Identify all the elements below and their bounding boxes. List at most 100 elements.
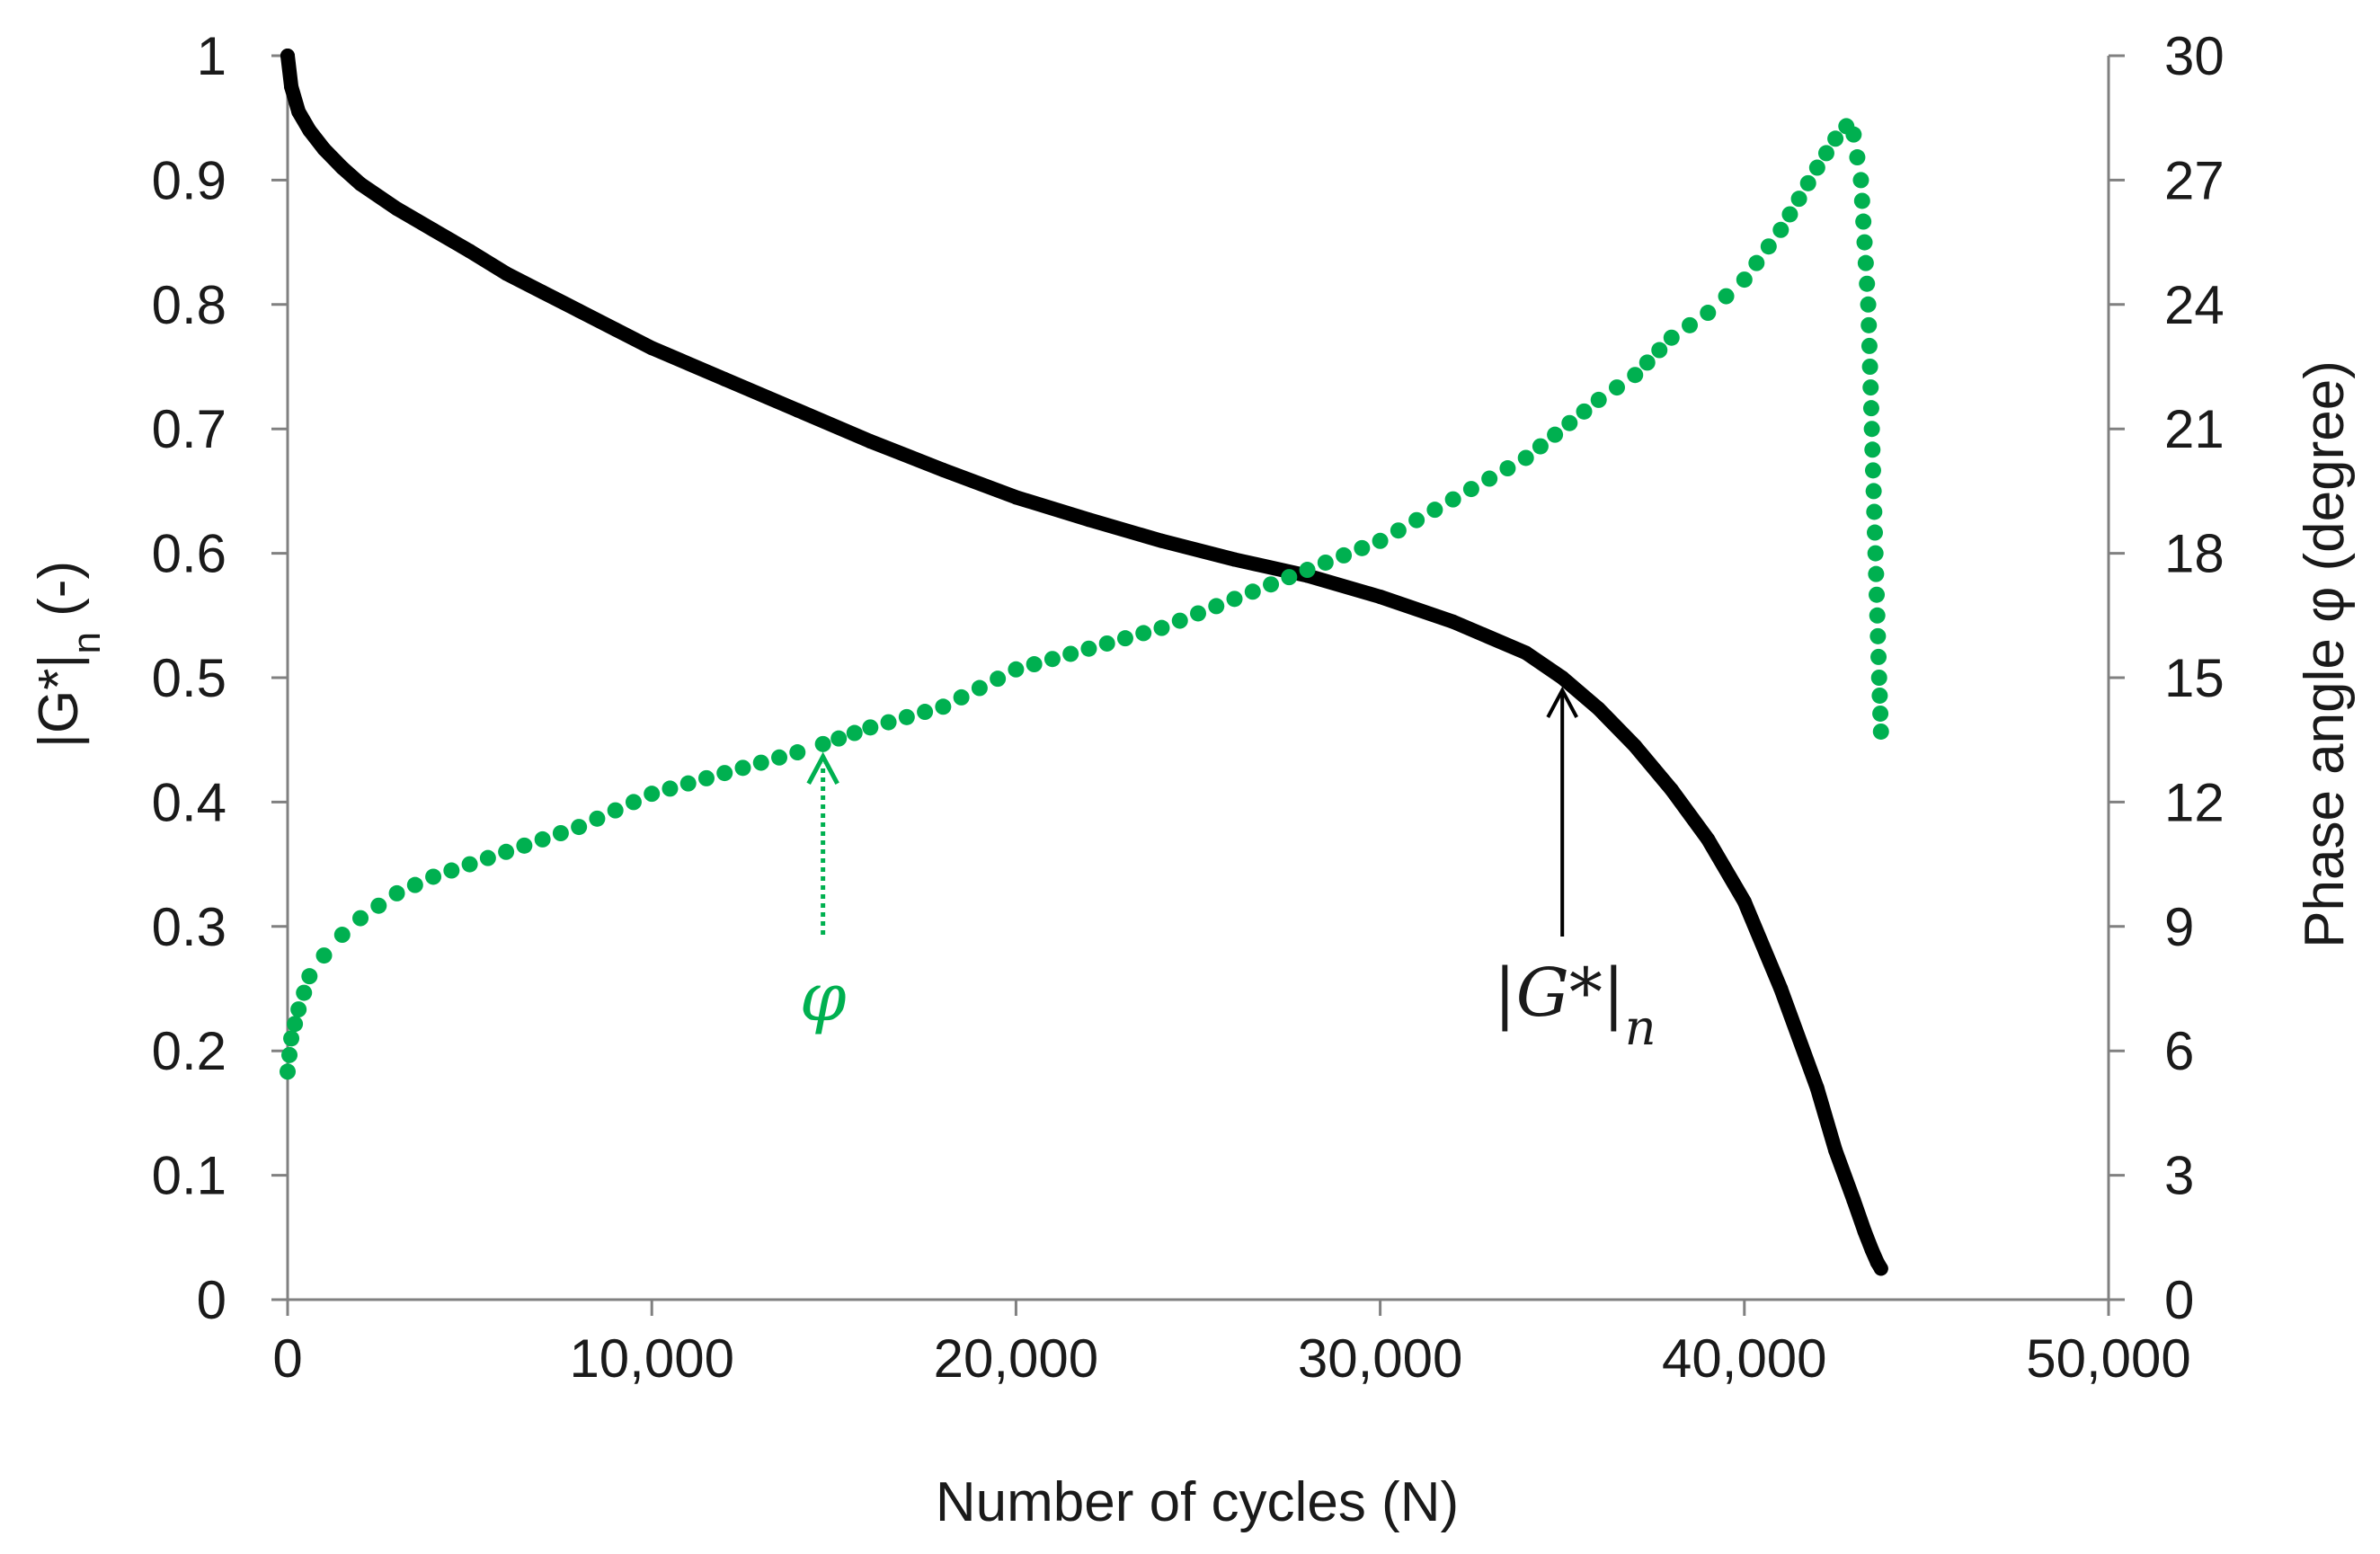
phase-angle-point [1226,591,1243,608]
annotation-layer: φ |G*|n [800,686,1656,1056]
phase-angle-point [1870,670,1887,686]
phase-angle-point [1867,545,1884,562]
x-tick-label: 20,000 [934,1328,1099,1389]
phase-angle-point [1857,254,1874,271]
phase-angle-point [662,780,679,797]
phase-angle-point [1080,640,1097,657]
phase-angle-point [1281,569,1298,586]
norm-modulus-point [1445,614,1461,629]
phase-angle-point [716,765,733,782]
phase-angle-point [498,843,515,860]
phase-angle-point [1861,359,1878,375]
phase-angle-point [830,730,848,747]
norm-modulus-point [1591,701,1606,716]
y-right-tick-label: 30 [2164,26,2225,86]
y-right-tick-label: 6 [2164,1021,2194,1081]
phase-angle-point [1827,130,1844,147]
phase-angle-point [1866,524,1883,541]
phase-angle-point [1561,414,1578,431]
phase-angle-point [1860,337,1878,354]
phase-angle-point [1244,583,1261,600]
norm-modulus-point [316,141,332,156]
phase-angle-point [1859,275,1876,292]
y-left-tick-label: 1 [197,26,226,86]
y-left-tick-label: 0.8 [152,275,226,335]
phase-angle-point [1153,619,1170,636]
norm-modulus-point [1828,1142,1843,1158]
phase-angle-point [1354,539,1371,556]
phase-angle-point [1808,159,1825,176]
modulus-annotation-main: |G*| [1494,955,1625,1032]
y-right-tick-label: 15 [2164,648,2225,708]
y-left-tick-label: 0.7 [152,399,226,459]
series-layer [280,49,1889,1276]
phase-angle-point [1869,627,1887,644]
norm-modulus-point [353,176,369,191]
phase-angle-point [370,897,387,914]
phase-angle-point [1663,329,1680,346]
phase-angle-point [1852,172,1869,189]
phase-angle-point [1043,651,1061,668]
phase-angle-point [971,679,988,697]
series-norm-modulus [280,49,1888,1276]
x-tick-label: 10,000 [569,1328,734,1389]
phase-angle-point [1135,625,1152,642]
norm-modulus-point [426,222,441,237]
phase-angle-point [1860,316,1878,333]
phase-angle-point [1590,391,1607,408]
norm-modulus-point [790,403,805,418]
phase-angle-point [917,704,934,721]
phase-angle-point [388,884,405,901]
phase-angle-point [443,862,460,879]
phase-angle-point [461,856,478,873]
phase-angle-point [1856,234,1873,251]
norm-modulus-point [1864,1242,1879,1257]
norm-modulus-point [1154,533,1169,548]
phase-angle-point [1718,288,1735,305]
phase-angle-point [589,810,606,827]
norm-modulus-point [1664,782,1679,797]
phase-angle-point [1863,421,1880,438]
phase-angle-point [953,688,970,706]
norm-modulus-point [462,244,477,259]
norm-modulus-point [389,201,404,217]
phase-angle-point [301,968,318,985]
phase-angle-point [1462,481,1479,498]
phase-angle-point [283,1030,300,1047]
y-right-tick-label: 12 [2164,772,2225,832]
phase-angle-point [1772,221,1789,238]
phase-angle-point [1849,149,1866,166]
phase-angle-point [607,802,624,819]
phase-angle-point [352,910,369,927]
norm-modulus-point [1736,894,1752,910]
phase-angle-point [1444,491,1461,508]
phase-angle-point [1869,607,1886,624]
phase-angle-point [1190,605,1206,622]
phase-angle-point [1870,648,1887,665]
phase-angle-point [1426,502,1443,519]
phase-angle-point [1098,635,1115,652]
axes: 0 10,000 20,000 30,000 40,000 50,00000.10.20.… [152,26,2225,1389]
phase-angle-point [552,825,569,841]
phase-angle-point [990,670,1007,688]
phase-angle-point [1608,379,1625,396]
phase-angle-point [1682,316,1699,333]
x-tick-label: 0 [272,1328,302,1389]
phase-angle-point [479,849,496,866]
norm-modulus-point [302,123,317,138]
phase-angle-point [290,1001,307,1018]
norm-modulus-point [535,284,550,299]
phase-angle-point [280,1063,296,1080]
norm-modulus-point [1372,590,1388,605]
phase-angle-point [1790,191,1807,208]
norm-modulus-point [1081,512,1097,528]
norm-modulus-point [1773,981,1789,996]
norm-modulus-point [717,371,733,386]
phase-angle-point [1390,522,1407,539]
y-axis-left-title-sub: n [65,632,109,653]
norm-modulus-point [499,266,514,281]
phase-angle-point [1651,342,1668,359]
norm-modulus-point [1008,490,1024,505]
phase-angle-point [315,947,333,964]
